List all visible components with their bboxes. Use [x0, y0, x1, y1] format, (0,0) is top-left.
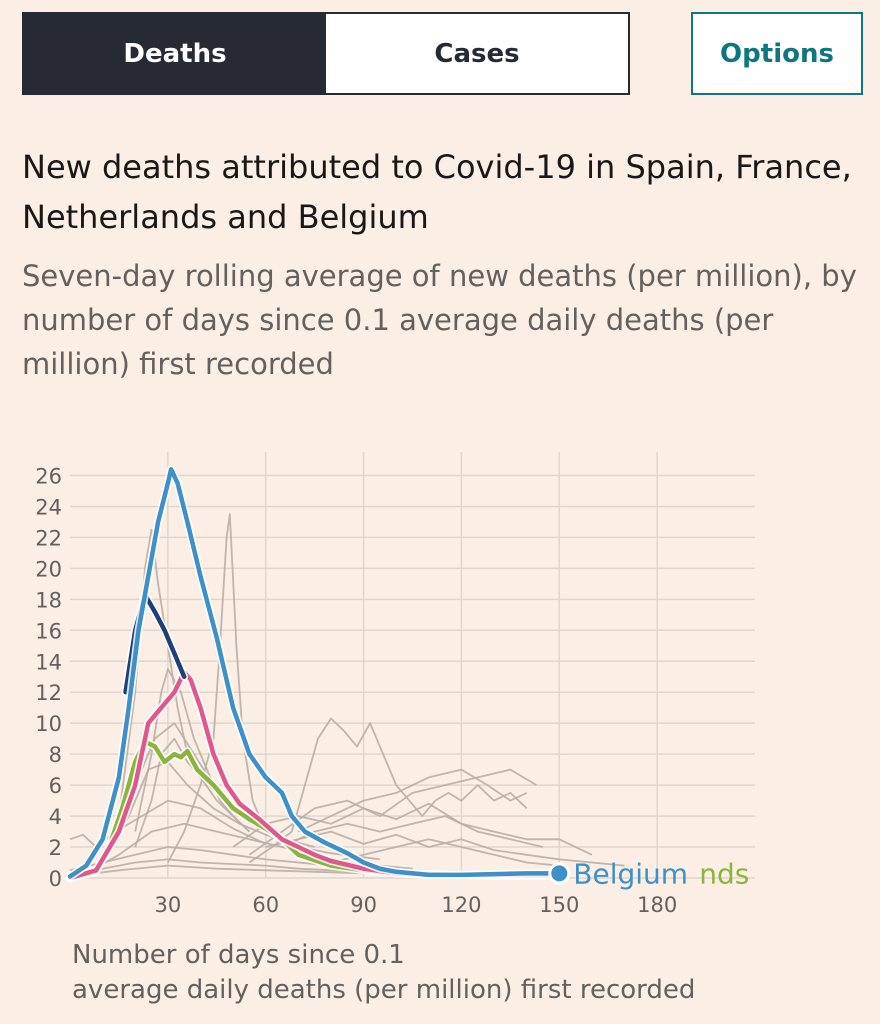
- end-labels: Belgium nds: [548, 857, 749, 890]
- background-series-line: [330, 838, 560, 867]
- background-series-line: [69, 864, 364, 878]
- background-series-line: [69, 799, 267, 848]
- tab-deaths[interactable]: Deaths: [24, 14, 326, 93]
- background-series-line: [297, 768, 528, 833]
- y-tick-label: 24: [35, 495, 62, 519]
- y-tick-label: 4: [49, 805, 62, 829]
- background-series-line: [281, 815, 544, 848]
- series-line-belgium: [67, 467, 562, 879]
- x-tick-label: 30: [154, 893, 181, 917]
- y-tick-label: 22: [35, 526, 62, 550]
- y-tick-label: 16: [35, 619, 62, 643]
- x-tick-label: 120: [441, 893, 481, 917]
- y-tick-label: 6: [49, 774, 62, 798]
- end-label-netherlands: nds: [699, 857, 749, 890]
- options-button[interactable]: Options: [691, 12, 863, 95]
- end-label-belgium: Belgium: [573, 857, 688, 890]
- y-tick-label: 2: [49, 836, 62, 860]
- belgium-end-dot: [551, 865, 568, 882]
- x-tick-label: 90: [350, 893, 377, 917]
- background-series-line: [134, 668, 251, 833]
- tab-cases[interactable]: Cases: [326, 14, 628, 93]
- x-tick-label: 60: [252, 893, 279, 917]
- y-tick-label: 12: [35, 681, 62, 705]
- metric-tabs: Deaths Cases: [22, 12, 630, 95]
- y-tick-label: 26: [35, 464, 62, 488]
- grid: [70, 452, 755, 879]
- y-tick-label: 10: [35, 712, 62, 736]
- y-tick-label: 0: [49, 867, 62, 891]
- x-tick-label: 180: [637, 893, 677, 917]
- background-series-line: [167, 513, 267, 863]
- highlighted-series: [66, 465, 564, 882]
- x-axis-title: Number of days since 0.1 average daily d…: [72, 938, 832, 1008]
- x-axis-title-line1: Number of days since 0.1: [72, 940, 405, 970]
- y-tick-label: 14: [35, 650, 62, 674]
- y-tick-label: 18: [35, 588, 62, 612]
- y-tick-label: 20: [35, 557, 62, 581]
- background-series-line: [69, 858, 364, 876]
- chart-title: New deaths attributed to Covid-19 in Spa…: [22, 148, 852, 236]
- x-tick-label: 150: [539, 893, 579, 917]
- x-axis-title-line2: average daily deaths (per million) first…: [72, 975, 696, 1005]
- y-tick-label: 8: [49, 743, 62, 767]
- background-series-line: [248, 717, 528, 864]
- chart-subtitle: Seven-day rolling average of new deaths …: [22, 259, 857, 381]
